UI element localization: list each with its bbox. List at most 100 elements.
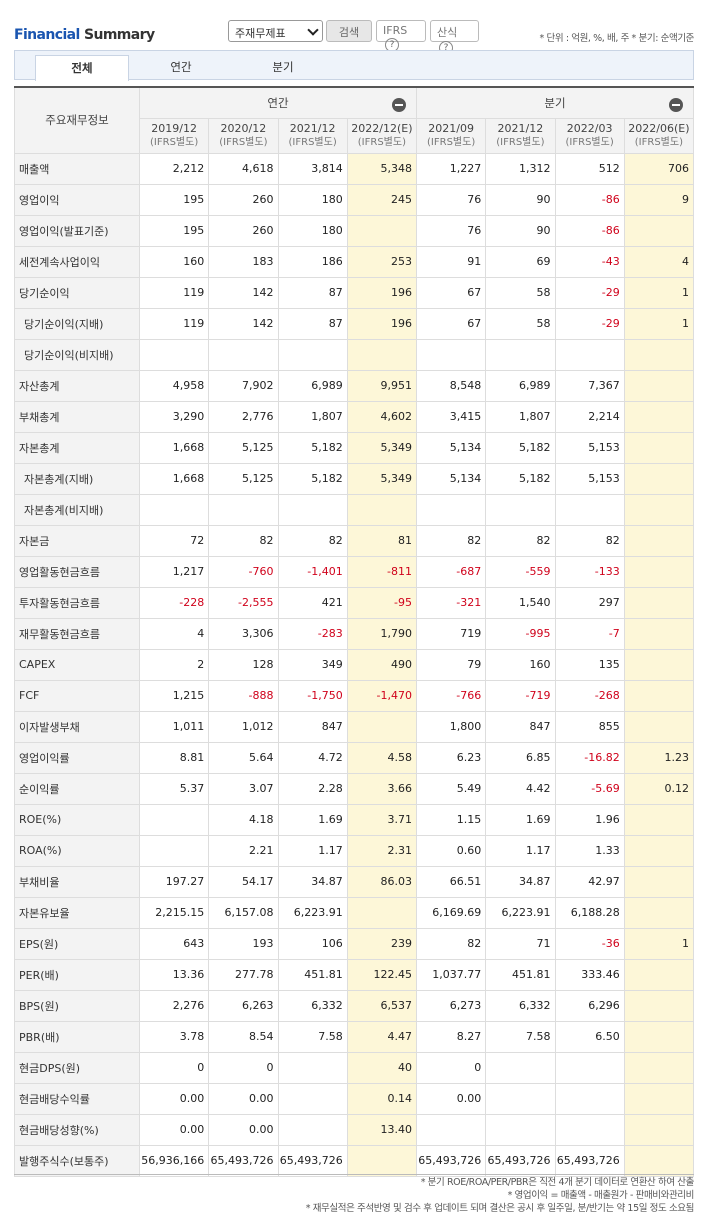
row-label: 자본총계 xyxy=(14,431,140,464)
table-row: 현금배당성향(%) 0.00 0.00 13.40 xyxy=(14,1113,695,1146)
column-period: 2022/12(E) xyxy=(351,121,413,135)
table-cell: 1.17 xyxy=(485,834,556,867)
table-cell: 72 xyxy=(138,524,210,557)
table-cell: -687 xyxy=(415,555,487,588)
table-cell: 160 xyxy=(138,245,210,278)
table-cell: 6,989 xyxy=(277,369,348,402)
row-label: PER(배) xyxy=(14,958,140,991)
table-cell: 4.42 xyxy=(485,772,556,805)
table-cell: 5,349 xyxy=(346,462,418,495)
table-cell xyxy=(623,834,695,867)
row-label: 영업활동현금흐름 xyxy=(14,555,140,588)
table-cell: 1 xyxy=(623,276,695,309)
table-cell: 76 xyxy=(415,214,487,247)
table-cell: 9 xyxy=(623,183,695,216)
table-cell: 6.23 xyxy=(415,741,487,774)
table-cell xyxy=(623,400,695,433)
table-cell: 13.40 xyxy=(346,1113,418,1146)
table-cell: 1,668 xyxy=(138,462,210,495)
row-label: PBR(배) xyxy=(14,1020,140,1053)
column-period: 2021/12 xyxy=(497,121,544,135)
row-label: 자산총계 xyxy=(14,369,140,402)
table-cell xyxy=(623,431,695,464)
table-cell xyxy=(277,1082,348,1115)
row-label: 자본총계(비지배) xyxy=(14,493,140,526)
table-cell: 1.17 xyxy=(277,834,348,867)
table-cell: -43 xyxy=(554,245,625,278)
table-cell: 4.18 xyxy=(208,803,279,836)
table-cell: 87 xyxy=(277,307,348,340)
table-row: 영업이익률 8.81 5.64 4.72 4.58 6.23 6.85 -16.82 1.23 xyxy=(14,741,695,774)
footnote: * 분기 ROE/ROA/PER/PBR은 직전 4개 분기 데이터로 연환산 … xyxy=(420,1177,695,1188)
statement-type-value: 주재무제표 xyxy=(235,27,286,40)
row-label: 순이익률 xyxy=(14,772,140,805)
table-cell: 180 xyxy=(277,214,348,247)
table-cell: 297 xyxy=(554,586,625,619)
table-cell: 13.36 xyxy=(138,958,210,991)
table-cell: 5,182 xyxy=(485,431,556,464)
table-cell: 260 xyxy=(208,183,279,216)
row-label: 현금배당성향(%) xyxy=(14,1113,140,1146)
search-button[interactable]: 검색 xyxy=(326,20,372,42)
table-cell: -811 xyxy=(346,555,418,588)
table-cell: 1 xyxy=(623,927,695,960)
table-cell: 4,602 xyxy=(346,400,418,433)
table-cell: 5,182 xyxy=(485,462,556,495)
table-row: 자본유보율 2,215.15 6,157.08 6,223.91 6,169.69 6,2… xyxy=(14,896,695,929)
ifrs-help-button[interactable]: IFRS? xyxy=(376,20,426,52)
collapse-icon[interactable] xyxy=(669,98,683,112)
tab-all[interactable]: 전체 xyxy=(35,55,129,81)
table-cell: -888 xyxy=(208,679,279,712)
table-cell: 34.87 xyxy=(277,865,348,898)
table-cell xyxy=(485,1113,556,1146)
table-cell: 4.72 xyxy=(277,741,348,774)
row-label: 세전계속사업이익 xyxy=(14,245,140,278)
collapse-icon[interactable] xyxy=(392,98,406,112)
table-cell xyxy=(623,803,695,836)
table-cell: 6,537 xyxy=(346,989,418,1022)
table-cell: -1,401 xyxy=(277,555,348,588)
tab-annual[interactable]: 연간 xyxy=(170,60,192,74)
table-cell: 2,214 xyxy=(554,400,625,433)
table-cell: 5.64 xyxy=(208,741,279,774)
table-cell: 1,790 xyxy=(346,617,418,650)
row-label: 부채비율 xyxy=(14,865,140,898)
formula-help-button[interactable]: 산식? xyxy=(430,20,479,55)
table-cell xyxy=(485,1082,556,1115)
table-cell: 719 xyxy=(415,617,487,650)
table-cell: 82 xyxy=(485,524,556,557)
row-label: ROA(%) xyxy=(14,834,140,867)
table-cell xyxy=(554,338,625,371)
table-cell xyxy=(208,338,279,371)
table-cell: 1,011 xyxy=(138,710,210,743)
table-cell: 349 xyxy=(277,648,348,681)
table-cell: -16.82 xyxy=(554,741,625,774)
table-cell: 6,296 xyxy=(554,989,625,1022)
table-row: 영업이익(발표기준) 195 260 180 76 90 -86 xyxy=(14,214,695,247)
table-cell: 87 xyxy=(277,276,348,309)
table-cell: 183 xyxy=(208,245,279,278)
table-cell: 3,290 xyxy=(138,400,210,433)
tab-quarter[interactable]: 분기 xyxy=(272,60,294,74)
table-cell: 54.17 xyxy=(208,865,279,898)
table-cell xyxy=(623,1113,695,1146)
table-cell: 5,153 xyxy=(554,462,625,495)
table-cell: 5,182 xyxy=(277,462,348,495)
statement-type-select[interactable]: 주재무제표 xyxy=(228,20,323,42)
table-cell: 128 xyxy=(208,648,279,681)
table-row: 자본총계(비지배) xyxy=(14,493,695,526)
table-cell: 6,157.08 xyxy=(208,896,279,929)
table-cell: 5.37 xyxy=(138,772,210,805)
table-cell: 0.60 xyxy=(415,834,487,867)
table-row: 자본총계(지배) 1,668 5,125 5,182 5,349 5,134 5,182 5,… xyxy=(14,462,695,495)
column-basis: (IFRS별도) xyxy=(357,136,406,148)
table-cell: 8,548 xyxy=(415,369,487,402)
table-cell: 67 xyxy=(415,307,487,340)
table-cell: 2 xyxy=(138,648,210,681)
table-cell: 86.03 xyxy=(346,865,418,898)
table-cell xyxy=(485,493,556,526)
table-cell: -766 xyxy=(415,679,487,712)
table-cell: 4,618 xyxy=(208,152,279,185)
column-header: 2022/06(E) (IFRS별도) xyxy=(623,117,695,154)
table-cell: 8.54 xyxy=(208,1020,279,1053)
